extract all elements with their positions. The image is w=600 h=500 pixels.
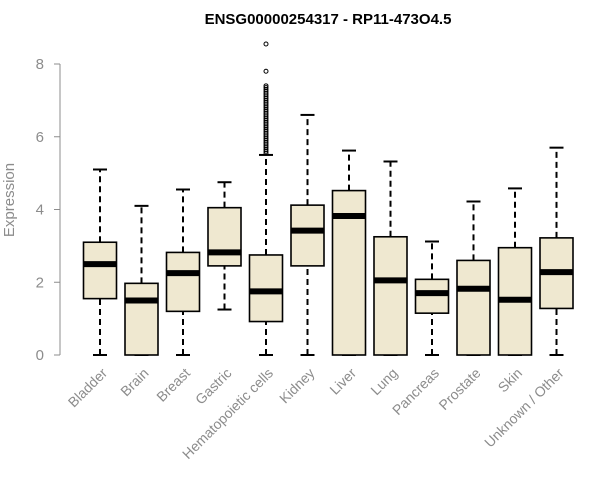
y-tick-label: 0 [36, 347, 44, 364]
y-tick-label: 2 [36, 274, 44, 291]
x-tick-label: Brain [117, 365, 151, 399]
x-tick-label: Kidney [276, 365, 318, 407]
box-group [250, 42, 283, 355]
box-group [499, 188, 532, 355]
x-tick-label: Skin [495, 365, 526, 396]
y-tick-label: 8 [36, 56, 44, 73]
outlier-point [264, 42, 268, 46]
box-iqr [457, 260, 490, 355]
x-tick-label: Unknown / Other [481, 365, 567, 451]
box-iqr [374, 237, 407, 355]
box-iqr [291, 205, 324, 266]
box-group [333, 151, 366, 355]
box-group [416, 242, 449, 355]
x-tick-label: Bladder [65, 365, 111, 411]
box-group [167, 189, 200, 355]
box-iqr [84, 242, 117, 298]
x-tick-label: Breast [153, 365, 193, 405]
x-tick-label: Prostate [435, 365, 483, 413]
box-group [84, 169, 117, 355]
box-group [208, 182, 241, 309]
box-iqr [208, 208, 241, 266]
boxplot-chart: ENSG00000254317 - RP11-473O4.5 Expressio… [0, 0, 600, 500]
x-tick-label: Liver [326, 365, 359, 398]
chart-title: ENSG00000254317 - RP11-473O4.5 [205, 11, 452, 28]
y-axis-label: Expression [1, 163, 18, 237]
box-group [374, 161, 407, 355]
box-iqr [250, 255, 283, 322]
box-iqr [416, 279, 449, 313]
y-tick-label: 4 [36, 202, 44, 219]
box-iqr [167, 252, 200, 311]
box-group [125, 206, 158, 355]
box-iqr [125, 283, 158, 355]
outlier-point [264, 69, 268, 73]
x-tick-label: Lung [367, 365, 400, 398]
box-group [291, 115, 324, 355]
y-tick-label: 6 [36, 129, 44, 146]
boxes-group [84, 42, 574, 355]
box-group [540, 148, 573, 355]
y-axis: 0 2 4 6 8 [36, 56, 60, 364]
box-group [457, 201, 490, 355]
